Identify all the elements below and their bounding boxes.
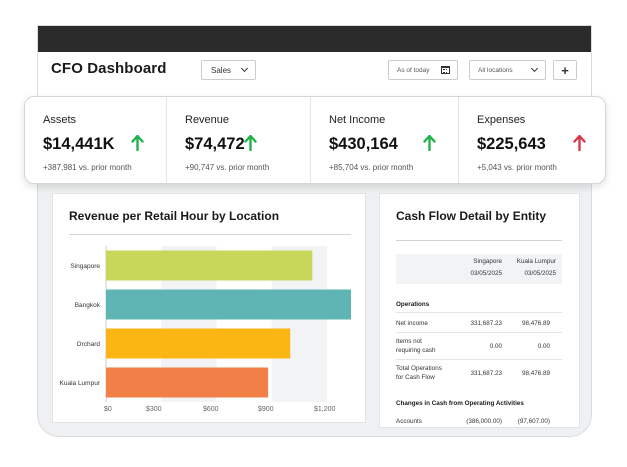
kpi-value: $225,643 <box>477 135 546 153</box>
row-value: 98,476.89 <box>521 320 550 327</box>
row-divider <box>396 332 562 333</box>
title-divider <box>396 240 562 241</box>
revenue-chart-panel: Revenue per Retail Hour by Location Sing… <box>52 193 366 423</box>
row-label: Net income <box>396 320 428 327</box>
category-label: Singapore <box>70 263 100 270</box>
column-header-date: 03/05/2025 <box>470 270 502 277</box>
bar-kuala-lumpur[interactable] <box>106 367 269 398</box>
kpi-value: $74,472 <box>185 135 245 153</box>
calendar-icon <box>441 66 450 74</box>
row-value: 331,687.23 <box>470 320 502 327</box>
row-label-line2: requiring cash <box>396 347 436 354</box>
x-tick-label: $300 <box>146 406 162 413</box>
date-filter[interactable]: As of today <box>388 60 458 80</box>
row-value: 98,476.89 <box>521 370 550 377</box>
x-tick-label: $0 <box>104 406 112 413</box>
kpi-change: +5,043 vs. prior month <box>477 163 557 172</box>
kpi-label: Assets <box>43 114 77 126</box>
kpi-card-assets[interactable]: Assets $14,441K +387,981 vs. prior month <box>25 97 167 183</box>
section-heading: Changes in Cash from Operating Activitie… <box>396 400 524 407</box>
add-button[interactable]: + <box>553 60 577 80</box>
column-header-date: 03/05/2025 <box>524 270 556 277</box>
kpi-card-revenue[interactable]: Revenue $74,472 +90,747 vs. prior month <box>167 97 311 183</box>
kpi-change: +85,704 vs. prior month <box>329 163 414 172</box>
bar-bangkok[interactable] <box>106 289 351 320</box>
sales-dropdown-label: Sales <box>211 65 232 75</box>
row-value: (386,000.00) <box>466 418 502 425</box>
kpi-change: +90,747 vs. prior month <box>185 163 270 172</box>
kpi-value: $430,164 <box>329 135 398 153</box>
plus-icon: + <box>561 62 569 78</box>
category-label: Kuala Lumpur <box>60 380 101 387</box>
row-label: Accounts <box>396 418 422 425</box>
revenue-chart-title: Revenue per Retail Hour by Location <box>69 209 280 223</box>
row-value: 0.00 <box>489 343 502 350</box>
revenue-bar-chart: Singapore Bangkok Orchard Kuala Lumpur <box>60 246 351 402</box>
column-header-entity: Kuala Lumpur <box>516 258 556 265</box>
kpi-label: Expenses <box>477 114 526 126</box>
kpi-value: $14,441K <box>43 135 115 153</box>
sales-dropdown[interactable]: Sales <box>201 60 256 80</box>
section-heading: Operations <box>396 301 430 308</box>
kpi-card-expenses[interactable]: Expenses $225,643 +5,043 vs. prior month <box>459 97 605 183</box>
category-label: Bangkok <box>75 302 101 309</box>
location-dropdown-label: All locations <box>478 66 513 74</box>
row-divider <box>396 312 562 313</box>
chevron-down-icon <box>530 64 539 73</box>
row-label-line2: for Cash Flow <box>396 374 435 381</box>
row-label: Total Operations <box>396 365 442 372</box>
x-tick-label: $900 <box>258 406 274 413</box>
date-filter-label: As of today <box>397 66 430 74</box>
kpi-change: +387,981 vs. prior month <box>43 163 132 172</box>
cash-flow-panel: Cash Flow Detail by Entity Singapore Kua… <box>379 193 580 428</box>
x-tick-label: $600 <box>203 406 219 413</box>
column-header-band <box>396 254 562 284</box>
title-divider <box>69 234 351 235</box>
row-label: Items not <box>396 338 422 345</box>
row-divider <box>396 359 562 360</box>
kpi-label: Net Income <box>329 114 386 126</box>
arrow-up-icon <box>423 135 436 151</box>
category-label: Orchard <box>77 341 101 348</box>
arrow-up-icon <box>131 135 144 151</box>
window-top-bar <box>38 26 591 52</box>
row-value: (97,607.00) <box>517 418 550 425</box>
arrow-up-icon <box>244 135 257 151</box>
dashboard-frame: CFO Dashboard Sales As of today All loca… <box>37 25 592 437</box>
x-tick-label: $1,200 <box>314 406 336 413</box>
chevron-down-icon <box>240 64 249 73</box>
cash-flow-title: Cash Flow Detail by Entity <box>396 209 547 223</box>
row-value: 331,687.23 <box>470 370 502 377</box>
column-header-entity: Singapore <box>473 258 502 265</box>
row-value: 0.00 <box>537 343 550 350</box>
arrow-up-icon <box>573 135 586 151</box>
kpi-strip: Assets $14,441K +387,981 vs. prior month… <box>24 96 606 184</box>
bar-orchard[interactable] <box>106 328 291 359</box>
page-title: CFO Dashboard <box>51 60 167 77</box>
location-dropdown[interactable]: All locations <box>469 60 546 80</box>
bar-singapore[interactable] <box>106 250 313 281</box>
kpi-label: Revenue <box>185 114 230 126</box>
kpi-card-net-income[interactable]: Net Income $430,164 +85,704 vs. prior mo… <box>311 97 459 183</box>
